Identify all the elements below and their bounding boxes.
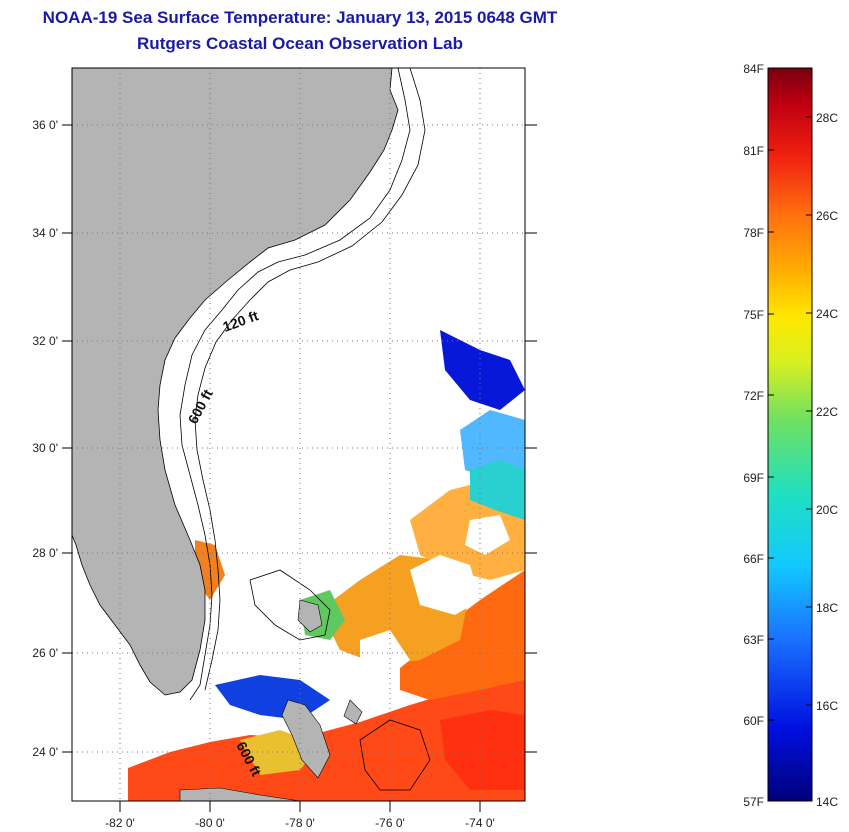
colorbar-c-labels: 28C 26C 24C 22C 20C 18C 16C 14C <box>816 111 838 809</box>
lon-label-82: -82 0' <box>105 816 135 830</box>
colorbar-gradient <box>767 67 813 802</box>
cb-f-label: 60F <box>743 714 764 728</box>
map-ticks <box>62 124 537 812</box>
colorbar-f-labels: 84F 81F 78F 75F 72F 69F 66F 63F 60F 57F <box>743 62 764 809</box>
cb-f-label: 72F <box>743 389 764 403</box>
cloud-gaps <box>360 515 510 680</box>
lon-label-80: -80 0' <box>195 816 225 830</box>
lon-label-76: -76 0' <box>375 816 405 830</box>
cb-c-label: 20C <box>816 503 838 517</box>
sst-patch-deep-red <box>440 710 525 790</box>
cb-f-label: 66F <box>743 552 764 566</box>
cb-f-label: 81F <box>743 144 764 158</box>
cb-c-label: 22C <box>816 405 838 419</box>
cb-c-label: 16C <box>816 699 838 713</box>
lat-labels: 36 0' 34 0' 32 0' 30 0' 28 0' 26 0' 24 0… <box>32 118 58 759</box>
lat-label-26: 26 0' <box>32 646 58 660</box>
cb-f-label: 63F <box>743 633 764 647</box>
lat-label-34: 34 0' <box>32 226 58 240</box>
cb-c-label: 26C <box>816 209 838 223</box>
lat-label-24: 24 0' <box>32 745 58 759</box>
lon-label-74: -74 0' <box>465 816 495 830</box>
cb-c-label: 14C <box>816 795 838 809</box>
cb-f-label: 75F <box>743 308 764 322</box>
lon-label-78: -78 0' <box>285 816 315 830</box>
lat-label-28: 28 0' <box>32 546 58 560</box>
land-islands <box>179 599 363 801</box>
sst-patch-south <box>128 672 525 801</box>
cb-f-label: 78F <box>743 226 764 240</box>
lat-label-36: 36 0' <box>32 118 58 132</box>
cb-c-label: 28C <box>816 111 838 125</box>
bathymetry-contours <box>179 68 431 791</box>
sst-patch-north-blue <box>440 330 525 410</box>
lat-label-30: 30 0' <box>32 441 58 455</box>
land-us <box>72 68 399 696</box>
sst-patch-north <box>460 410 525 480</box>
cb-c-label: 18C <box>816 601 838 615</box>
colorbar-ticks <box>768 116 812 721</box>
map-grid <box>72 68 525 801</box>
lat-label-32: 32 0' <box>32 334 58 348</box>
map-title: NOAA-19 Sea Surface Temperature: January… <box>42 8 558 27</box>
sst-patch-east <box>400 570 525 700</box>
cb-f-label: 69F <box>743 471 764 485</box>
cb-f-label: 57F <box>743 795 764 809</box>
map-subtitle: Rutgers Coastal Ocean Observation Lab <box>137 34 463 53</box>
sst-patch-gulfstream <box>470 460 525 520</box>
cb-c-label: 24C <box>816 307 838 321</box>
cb-f-label: 84F <box>743 62 764 76</box>
lon-labels: -82 0' -80 0' -78 0' -76 0' -74 0' <box>105 816 495 830</box>
